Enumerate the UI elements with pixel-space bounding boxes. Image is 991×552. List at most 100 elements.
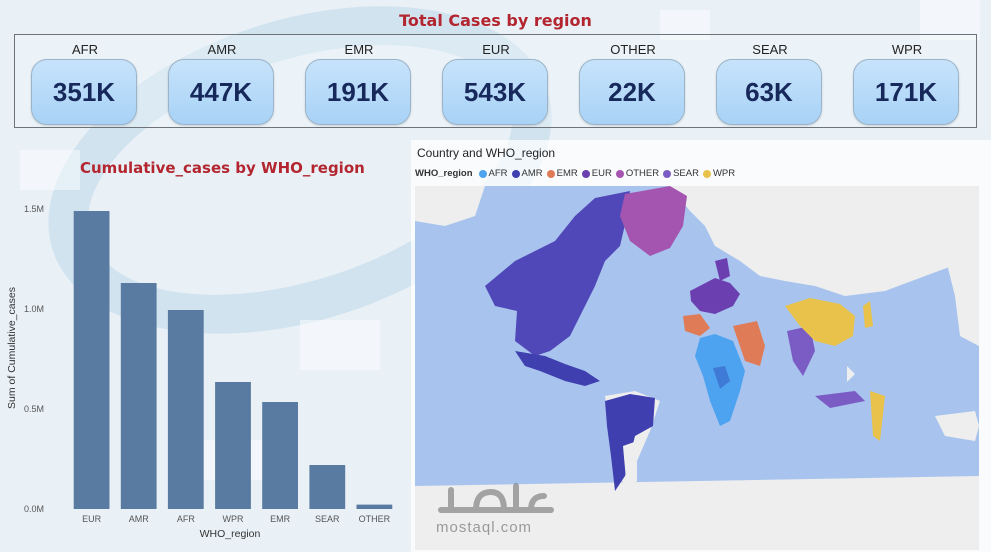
kpi-card-box: 171K: [853, 59, 959, 125]
bar-afr[interactable]: [167, 310, 204, 509]
kpi-value: 171K: [874, 76, 938, 107]
y-axis-ticks: 0.0M 0.5M 1.0M 1.5M: [24, 204, 44, 514]
total-cases-title: Total Cases by region: [399, 11, 592, 30]
x-tick-label: EMR: [270, 514, 291, 524]
background-square: [920, 0, 980, 40]
region-wpr-japan: [863, 301, 873, 328]
bar-chart-title: Cumulative_cases by WHO_region: [80, 159, 365, 177]
legend-dot: [546, 169, 555, 178]
legend-label: EMR: [556, 168, 578, 179]
y-tick-label: 1.5M: [24, 204, 44, 214]
kpi-card-box: 191K: [305, 59, 411, 125]
world-map-svg: [415, 186, 979, 550]
background-square: [300, 320, 380, 370]
legend-label: SEAR: [673, 168, 699, 179]
legend-dot: [702, 169, 711, 178]
region-other-greenland: [620, 186, 687, 256]
background-square: [660, 10, 710, 40]
kpi-value: 22K: [608, 76, 656, 107]
background-square: [20, 150, 80, 190]
region-sear-indonesia: [815, 391, 865, 408]
region-wpr-pacific: [870, 391, 885, 441]
watermark-text: mostaql.com: [436, 519, 533, 536]
kpi-card-eur[interactable]: EUR 543K: [442, 35, 550, 129]
kpi-card-box: 543K: [442, 59, 548, 125]
bar-amr[interactable]: [120, 283, 157, 509]
kpi-card-emr[interactable]: EMR 191K: [305, 35, 413, 129]
watermark: mostaql.com: [436, 478, 556, 536]
x-tick-label: OTHER: [359, 514, 391, 524]
legend-item-amr[interactable]: AMR: [511, 168, 543, 179]
kpi-card-box: 447K: [168, 59, 274, 125]
bar-sear[interactable]: [309, 465, 346, 509]
region-amr-north-america: [485, 191, 630, 356]
region-eur-europe: [690, 278, 740, 314]
legend-dot: [478, 169, 487, 178]
legend-label: AFR: [488, 168, 508, 179]
land-eurasia-north: [670, 186, 979, 296]
region-wpr-china: [785, 298, 855, 346]
legend-item-wpr[interactable]: WPR: [702, 168, 736, 179]
kpi-label: SEAR: [752, 42, 788, 57]
kpi-value: 543K: [463, 76, 527, 107]
legend-item-eur[interactable]: EUR: [581, 168, 612, 179]
kpi-label: AMR: [207, 42, 237, 57]
x-tick-label: EUR: [82, 514, 102, 524]
map-panel[interactable]: Country and WHO_region WHO_region AFR AM…: [411, 140, 991, 552]
legend-label: AMR: [521, 168, 543, 179]
x-axis-label: WHO_region: [200, 528, 261, 540]
region-amr-south-america: [605, 394, 655, 491]
bar-eur[interactable]: [73, 211, 110, 509]
x-tick-label: AMR: [129, 514, 150, 524]
legend-dot: [663, 169, 672, 178]
kpi-label: EMR: [344, 42, 374, 57]
legend-label: OTHER: [625, 168, 660, 179]
legend-dot: [581, 169, 590, 178]
legend-label: EUR: [591, 168, 612, 179]
world-map[interactable]: [415, 186, 979, 550]
region-amr-central-america: [515, 351, 600, 386]
land-other: [847, 366, 855, 382]
kpi-card-box: 63K: [716, 59, 822, 125]
y-tick-label: 1.0M: [24, 304, 44, 314]
bar-series: [73, 211, 393, 509]
bar-emr[interactable]: [262, 402, 298, 509]
bar-wpr[interactable]: [215, 382, 251, 509]
region-emr-north-africa: [683, 314, 710, 336]
land-antarctica: [415, 476, 979, 550]
kpi-value: 191K: [326, 76, 390, 107]
kpi-value: 351K: [52, 76, 116, 107]
y-tick-label: 0.5M: [24, 404, 44, 414]
x-tick-label: AFR: [177, 514, 196, 524]
legend-label: WPR: [712, 168, 736, 179]
legend-dot: [615, 169, 624, 178]
kpi-label: WPR: [891, 42, 923, 57]
region-afr-central: [713, 366, 730, 389]
kpi-label: AFR: [72, 42, 98, 57]
legend-item-other[interactable]: OTHER: [615, 168, 660, 179]
land-argentina: [623, 441, 637, 491]
kpi-strip: AFR 351K AMR 447K EMR 191K EUR 543K OTHE…: [14, 34, 977, 128]
region-eur-scandinavia: [715, 258, 730, 281]
land-australia-east: [935, 411, 979, 441]
map-legend: WHO_region AFR AMR EMR EUR OTHER SEAR WP…: [415, 168, 739, 179]
kpi-card-wpr[interactable]: WPR 171K: [853, 35, 961, 129]
legend-item-sear[interactable]: SEAR: [663, 168, 699, 179]
kpi-card-box: 351K: [31, 59, 137, 125]
kpi-label: EUR: [482, 42, 510, 57]
kpi-label: OTHER: [610, 42, 656, 57]
region-emr-middle-east: [733, 321, 765, 366]
x-tick-label: SEAR: [315, 514, 340, 524]
legend-dot: [511, 169, 520, 178]
legend-item-afr[interactable]: AFR: [478, 168, 508, 179]
y-axis-label: Sum of Cumulative_cases: [6, 287, 18, 409]
kpi-card-afr[interactable]: AFR 351K: [31, 35, 139, 129]
bar-other[interactable]: [356, 504, 393, 509]
kpi-card-sear[interactable]: SEAR 63K: [716, 35, 824, 129]
kpi-card-other[interactable]: OTHER 22K: [579, 35, 687, 129]
legend-item-emr[interactable]: EMR: [546, 168, 578, 179]
kpi-value: 447K: [189, 76, 253, 107]
cumulative-cases-bar-chart[interactable]: 0.0M 0.5M 1.0M 1.5M EUR AMR AFR WPR EMR SEAR OTHE…: [0, 190, 412, 552]
kpi-card-amr[interactable]: AMR 447K: [168, 35, 276, 129]
y-tick-label: 0.0M: [24, 504, 44, 514]
